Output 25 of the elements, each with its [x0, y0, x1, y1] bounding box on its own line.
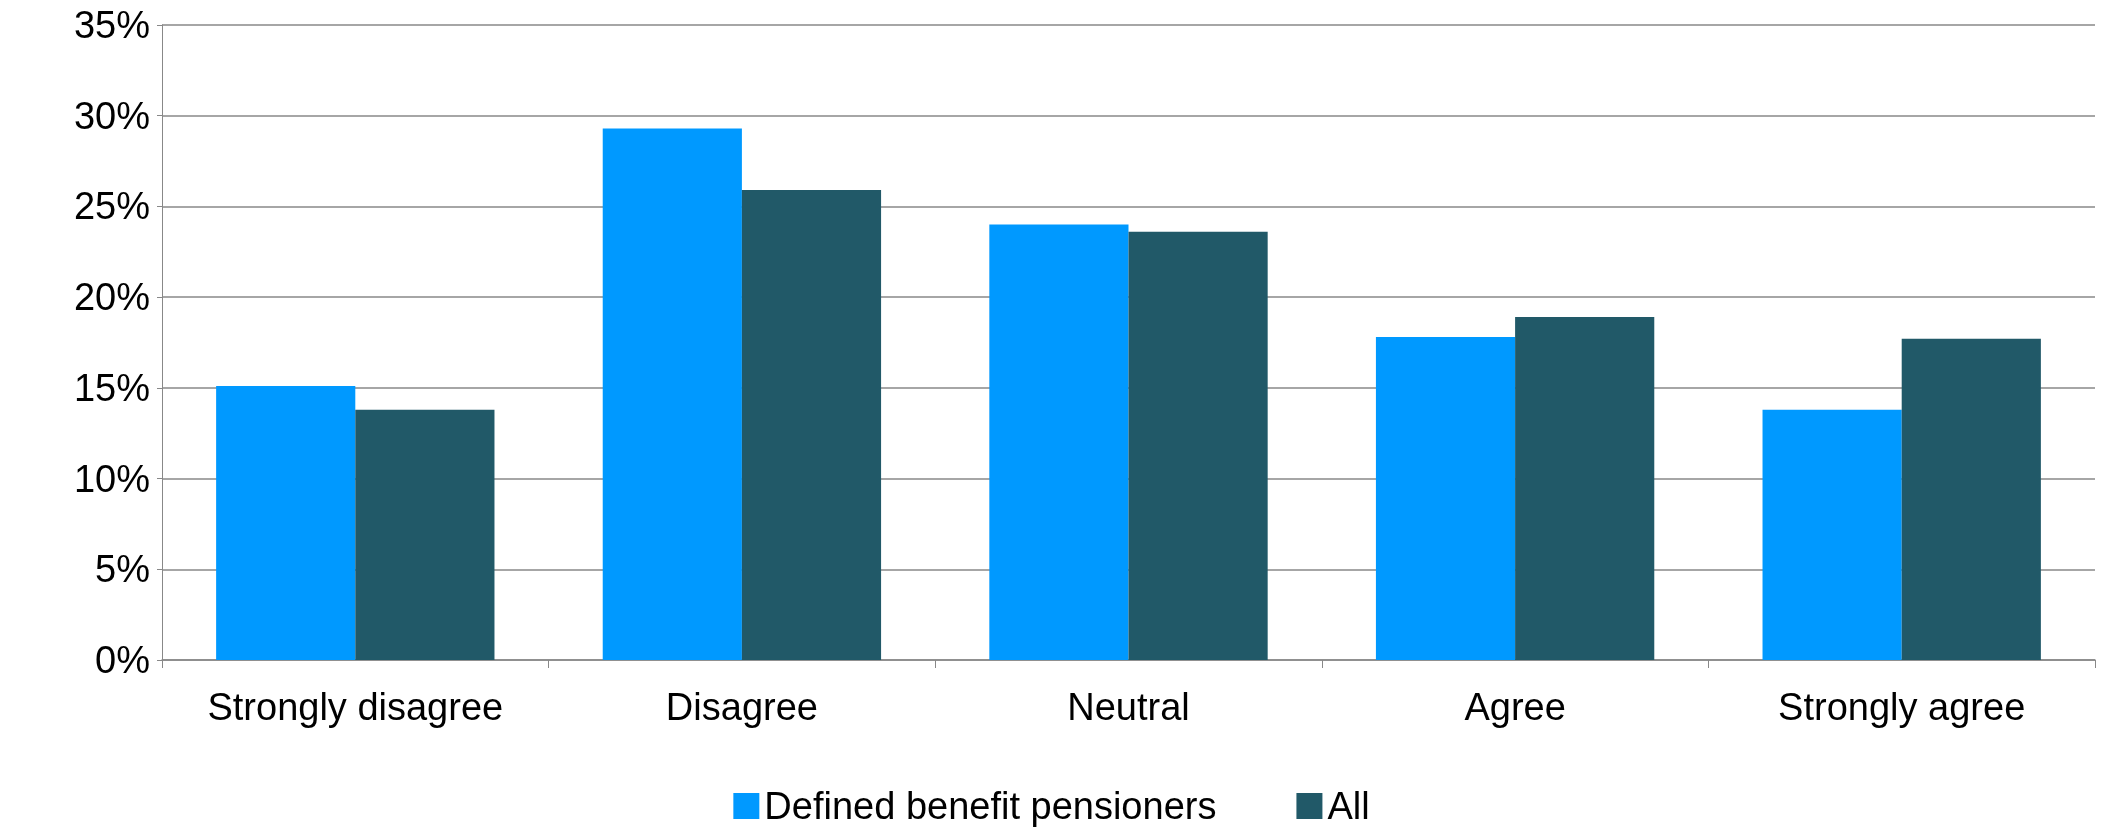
bar	[1128, 231, 1268, 660]
x-tick-label: Disagree	[665, 686, 818, 728]
bar	[216, 386, 356, 660]
y-tick-label: 20%	[73, 276, 150, 319]
y-tick-label: 0%	[95, 639, 150, 681]
y-tick-label: 5%	[95, 548, 150, 591]
bar	[1375, 337, 1516, 660]
bar	[1515, 317, 1655, 660]
y-tick-label: 15%	[73, 366, 150, 409]
x-tick-label: Agree	[1464, 686, 1566, 728]
x-tick-label: Strongly disagree	[207, 686, 504, 728]
y-tick-label: 25%	[73, 185, 150, 228]
bar	[355, 409, 495, 660]
y-tick-label: 35%	[73, 4, 150, 46]
legend-label: All	[1327, 785, 1370, 827]
y-tick-label: 30%	[73, 94, 150, 137]
x-tick-label: Strongly agree	[1778, 686, 2026, 728]
bar	[1762, 409, 1902, 660]
legend-label: Defined benefit pensioners	[764, 785, 1217, 827]
bar	[602, 128, 742, 660]
x-tick-label: Neutral	[1067, 686, 1190, 728]
bar	[989, 224, 1129, 660]
bar	[741, 190, 882, 660]
y-tick-label: 10%	[73, 457, 150, 500]
bar	[1901, 338, 2041, 660]
